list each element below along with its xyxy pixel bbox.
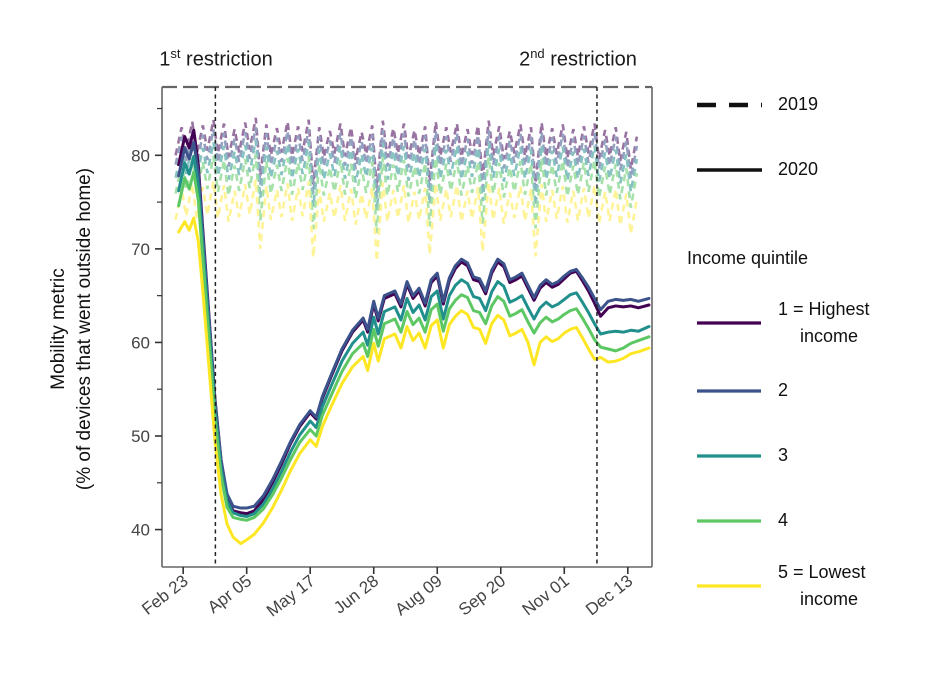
x-axis-tick-label: Jun 28 <box>330 571 382 617</box>
legend-quintile-3-label: 3 <box>778 445 789 465</box>
series-2020-quintile-3-line <box>177 154 651 518</box>
legend-quintile-5-label-line2: income <box>800 589 859 609</box>
y-axis-tick-label: 50 <box>131 427 150 446</box>
series-2020-quintile-5-line <box>177 216 651 546</box>
y-axis-title-line1: Mobility metric <box>48 268 69 390</box>
y-axis-title: Mobility metric (% of devices that went … <box>46 143 98 515</box>
y-axis-tick-label: 40 <box>131 521 150 540</box>
y-axis-title-line2: (% of devices that went outside home) <box>74 167 95 491</box>
second-restriction-text: restriction <box>544 48 637 71</box>
legend-quintile-title: Income quintile <box>687 248 809 268</box>
legend-quintile-1-label-line2: income <box>800 326 859 346</box>
y-axis-tick-label: 70 <box>131 240 150 259</box>
first-restriction-annotation: 1st restriction <box>159 46 273 72</box>
x-axis-tick-label: Feb 23 <box>138 571 191 619</box>
series-2019-quintile-4-line <box>174 154 639 234</box>
legend-quintile-4-label: 4 <box>778 510 789 530</box>
second-restriction-ordinal: nd <box>530 46 545 61</box>
x-axis-tick-label: Nov 01 <box>519 571 573 619</box>
y-axis-tick-label: 60 <box>131 333 150 352</box>
first-restriction-ordinal: st <box>170 46 181 61</box>
first-restriction-text: restriction <box>180 48 273 71</box>
first-restriction-number: 1 <box>159 48 171 71</box>
legend-year-2019-label: 2019 <box>778 94 819 114</box>
x-axis-tick-label: May 17 <box>263 571 319 620</box>
x-axis-tick-label: Dec 13 <box>582 571 636 619</box>
series-2020-quintile-4-line <box>177 170 651 522</box>
x-axis-tick-label: Apr 05 <box>204 571 255 617</box>
second-restriction-annotation: 2nd restriction <box>519 46 637 72</box>
x-axis-tick-label: Sep 20 <box>455 571 509 619</box>
legend-quintile-5-label: 5 = Lowest <box>778 562 866 582</box>
series-2020-quintile-2-line <box>177 140 651 510</box>
legend-year-2020-label: 2020 <box>778 159 819 179</box>
legend-quintile-1-label: 1 = Highest <box>778 299 870 319</box>
series-2019-quintile-5-line <box>174 179 639 262</box>
series-2020-quintile-1-line <box>177 128 651 516</box>
x-axis-tick-label: Aug 09 <box>392 571 446 619</box>
legend-quintile-2-label: 2 <box>778 380 789 400</box>
y-axis-tick-label: 80 <box>131 146 150 165</box>
second-restriction-number: 2 <box>519 48 531 71</box>
